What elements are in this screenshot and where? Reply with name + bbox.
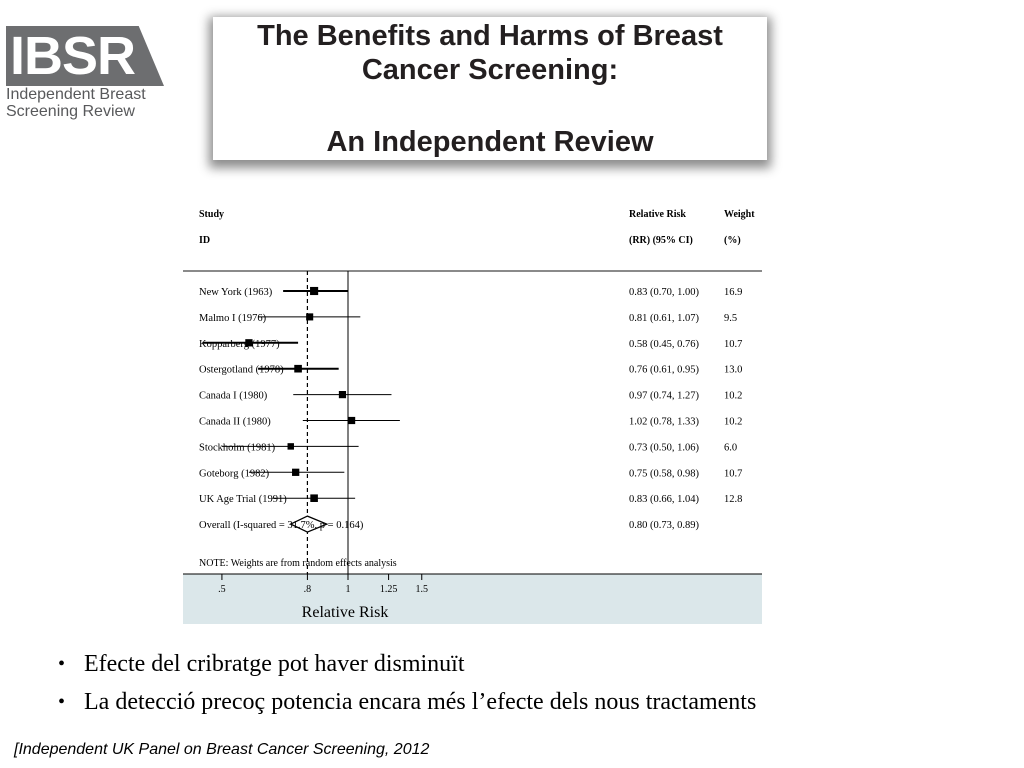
study-rr-value: 0.76 (0.61, 0.95)	[629, 365, 699, 376]
overall-label: Overall (I-squared = 31.7%, p = 0.164)	[199, 520, 364, 531]
study-label: Kopparberg (1977)	[199, 339, 280, 350]
bullet-dot: •	[58, 653, 66, 675]
study-label: UK Age Trial (1991)	[199, 494, 287, 505]
header-weight: Weight	[724, 209, 755, 220]
overall-diamond	[289, 515, 329, 533]
study-weight-value: 10.7	[724, 339, 742, 350]
header-weight-unit: (%)	[724, 235, 741, 246]
study-point	[310, 286, 319, 296]
bullet-item: • Efecte del cribratge pot haver disminuï…	[58, 645, 756, 683]
bullet-list: • Efecte del cribratge pot haver disminuï…	[58, 645, 756, 721]
study-rr-value: 0.97 (0.74, 1.27)	[629, 391, 699, 402]
logo-line-1: Independent Breast	[6, 86, 146, 103]
bullet-dot: •	[58, 691, 66, 713]
study-label: Goteborg (1982)	[199, 468, 270, 479]
bullet-text: Efecte del cribratge pot haver disminuït	[84, 651, 465, 677]
study-weight-value: 9.5	[724, 313, 737, 324]
logo-mark-text: IBSR	[10, 26, 136, 86]
study-weight-value: 10.7	[724, 468, 742, 479]
study-label: Malmo I (1976)	[199, 313, 267, 324]
report-title: The Benefits and Harms of Breast Cancer …	[257, 20, 723, 86]
study-rr-value: 0.83 (0.66, 1.04)	[629, 494, 699, 505]
header-id: ID	[199, 235, 210, 246]
header-study: Study	[199, 209, 224, 220]
axis-band	[183, 574, 762, 624]
report-subtitle: An Independent Review	[326, 126, 654, 158]
study-weight-value: 10.2	[724, 417, 742, 428]
study-label: Canada II (1980)	[199, 417, 271, 428]
study-weight-value: 10.2	[724, 391, 742, 402]
study-label: Ostergotland (1978)	[199, 365, 284, 376]
study-point	[287, 443, 294, 450]
x-tick-label: 1.25	[380, 584, 398, 595]
study-weight-value: 6.0	[724, 442, 737, 453]
weights-note: NOTE: Weights are from random effects an…	[199, 558, 397, 569]
x-tick-label: .8	[304, 584, 312, 595]
study-point	[294, 364, 302, 373]
report-title-card: The Benefits and Harms of Breast Cancer …	[213, 17, 767, 160]
study-weight-value: 16.9	[724, 287, 742, 298]
ibsr-logo: IBSR Independent Breast Screening Review	[6, 26, 166, 120]
study-rr-value: 0.73 (0.50, 1.06)	[629, 442, 699, 453]
bullet-item: • La detecció precoç potencia encara més …	[58, 683, 756, 721]
forest-plot: Study ID Relative Risk (RR) (95% CI) Weight (…	[183, 190, 762, 624]
study-point	[292, 468, 300, 476]
forest-plot-svg: Study ID Relative Risk (RR) (95% CI) Weight (…	[183, 209, 762, 624]
study-weight-value: 13.0	[724, 365, 742, 376]
logo-mark-box: IBSR	[6, 26, 164, 86]
citation: [Independent UK Panel on Breast Cancer S…	[14, 741, 430, 758]
x-tick-label: .5	[218, 584, 226, 595]
study-point	[348, 416, 356, 425]
study-label: Stockholm (1981)	[199, 442, 276, 453]
study-rr-value: 1.02 (0.78, 1.33)	[629, 417, 699, 428]
x-tick-label: 1	[346, 584, 351, 595]
study-point	[310, 494, 318, 502]
study-rr-value: 0.75 (0.58, 0.98)	[629, 468, 699, 479]
study-point	[245, 339, 253, 347]
study-rr-value: 0.81 (0.61, 1.07)	[629, 313, 699, 324]
study-label: Canada I (1980)	[199, 391, 268, 402]
study-rr-value: 0.83 (0.70, 1.00)	[629, 287, 699, 298]
study-weight-value: 12.8	[724, 494, 742, 505]
overall-rr-value: 0.80 (0.73, 0.89)	[629, 520, 699, 531]
header-rr-ci: (RR) (95% CI)	[629, 235, 693, 246]
x-axis-label: Relative Risk	[302, 604, 389, 621]
x-tick-label: 1.5	[416, 584, 429, 595]
bullet-text: La detecció precoç potencia encara més l…	[84, 689, 757, 715]
study-rr-value: 0.58 (0.45, 0.76)	[629, 339, 699, 350]
logo-line-2: Screening Review	[6, 103, 135, 120]
study-point	[306, 313, 314, 321]
study-label: New York (1963)	[199, 287, 273, 298]
study-point	[338, 391, 347, 399]
header-rr: Relative Risk	[629, 209, 686, 220]
